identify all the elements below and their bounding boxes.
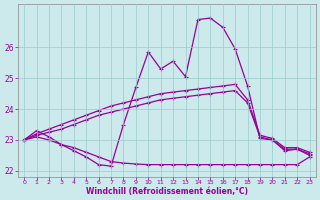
X-axis label: Windchill (Refroidissement éolien,°C): Windchill (Refroidissement éolien,°C)	[86, 187, 248, 196]
